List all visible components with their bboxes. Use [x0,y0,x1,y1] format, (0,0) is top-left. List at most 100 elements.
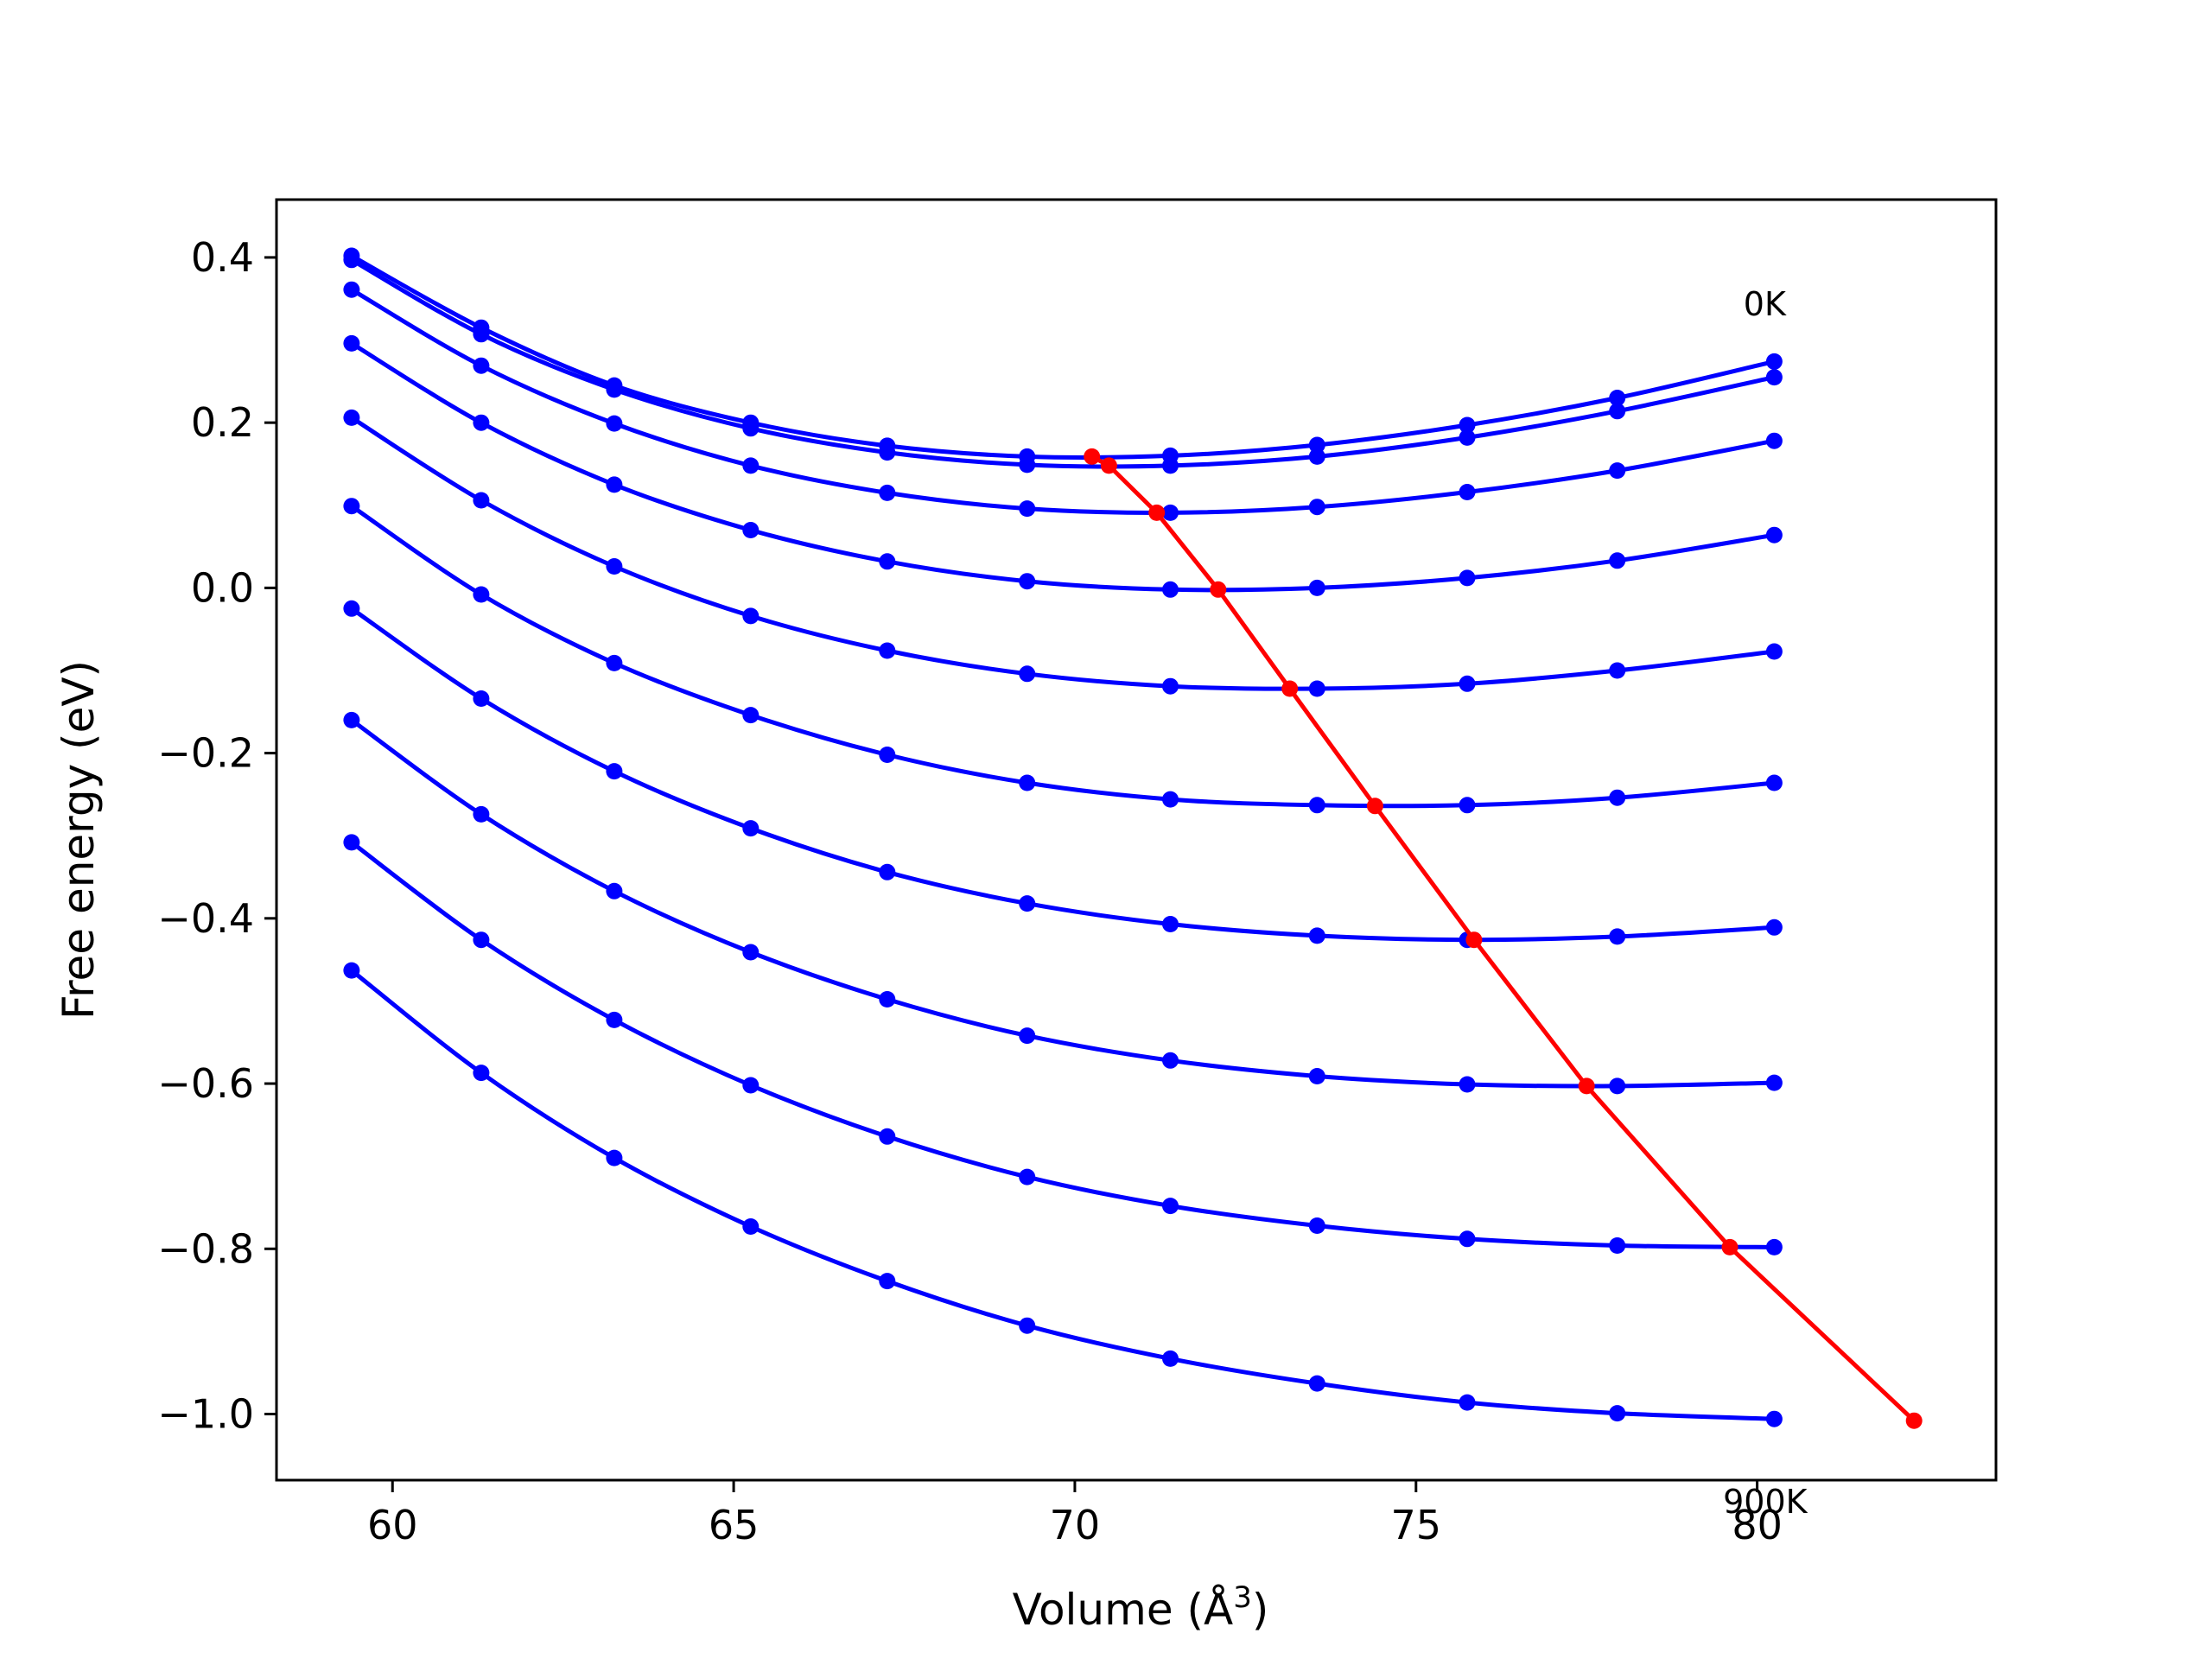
y-axis-ticks: 0.4 0.2 0.0 −0.2 −0.4 −0.6 −0.8 −1.0 [157,234,276,1438]
series-point-5-0 [343,498,360,515]
series-point-6-6 [1162,916,1179,932]
x-tick-label: 60 [367,1502,418,1548]
y-tick-label: −0.4 [157,895,254,942]
series-point-4-6 [1162,677,1179,695]
plot-area [343,247,1923,1429]
series-point-6-0 [343,600,360,617]
y-tick-label: −1.0 [157,1391,254,1438]
series-point-7-8 [1459,1076,1476,1093]
series-point-9-10 [1765,1410,1783,1427]
series-point-8-0 [343,834,360,851]
series-point-3-8 [1459,569,1476,587]
series-point-3-6 [1162,581,1179,598]
series-point-9-0 [343,962,360,979]
series-point-8-3 [742,1077,760,1094]
series-point-8-7 [1308,1217,1325,1234]
series-point-1-1 [473,326,490,343]
series-point-7-2 [606,882,623,899]
series-point-4-8 [1459,675,1476,692]
series-point-0-10 [1765,353,1783,370]
series-point-4-10 [1765,643,1783,660]
series-point-3-2 [606,476,623,493]
series-point-6-3 [742,820,760,837]
y-tick-label: −0.6 [157,1060,254,1107]
minima-point-5 [1366,798,1383,815]
x-tick-label: 75 [1390,1502,1441,1548]
series-point-2-3 [742,457,760,474]
series-point-7-1 [473,805,490,823]
series-point-7-7 [1308,1068,1325,1084]
series-point-9-1 [473,1065,490,1082]
series-point-1-3 [742,420,760,437]
series-point-9-7 [1308,1375,1325,1392]
series-point-1-5 [1019,456,1036,474]
series-point-4-2 [606,558,623,575]
series-point-8-6 [1162,1198,1179,1215]
series-point-7-9 [1609,1077,1626,1095]
series-point-4-1 [473,492,490,509]
series-point-4-7 [1308,680,1325,697]
x-axis-ticks: 60 65 70 75 80 [367,1480,1783,1548]
series-point-6-2 [606,763,623,780]
series-point-7-6 [1162,1052,1179,1069]
series-point-5-9 [1609,789,1626,806]
series-point-9-8 [1459,1394,1476,1411]
series-point-4-5 [1019,665,1036,683]
y-tick-label: −0.2 [157,730,254,777]
series-point-2-9 [1609,462,1626,480]
annotation-1: 900K [1723,1483,1808,1521]
series-point-2-10 [1765,432,1783,449]
series-point-8-2 [606,1011,623,1028]
series-point-5-6 [1162,791,1179,808]
series-point-7-0 [343,711,360,728]
series-point-7-10 [1765,1074,1783,1091]
x-axis-label: Volume (Å3) [1013,1580,1269,1635]
x-tick-label: 65 [709,1502,760,1548]
series-point-1-6 [1162,457,1179,474]
series-point-8-10 [1765,1238,1783,1255]
series-point-2-6 [1162,504,1179,521]
series-point-9-2 [606,1149,623,1166]
series-point-6-4 [879,863,896,880]
minima-point-9 [1905,1412,1923,1429]
series-point-8-9 [1609,1237,1626,1254]
annotations: 0K 900K [1723,285,1808,1521]
series-point-8-4 [879,1128,896,1145]
series-point-2-1 [473,357,490,374]
series-point-1-2 [606,381,623,398]
series-point-6-1 [473,690,490,707]
series-point-9-3 [742,1218,760,1235]
series-point-8-5 [1019,1168,1036,1185]
series-point-6-10 [1765,918,1783,936]
series-point-8-8 [1459,1230,1476,1248]
y-tick-label: 0.2 [191,399,254,446]
annotation-0: 0K [1744,285,1787,323]
series-point-1-8 [1459,429,1476,446]
series-point-5-4 [879,747,896,763]
series-point-4-9 [1609,662,1626,679]
y-tick-label: 0.0 [191,564,254,611]
series-point-7-4 [879,991,896,1007]
minima-point-3 [1210,581,1227,598]
series-point-1-0 [343,251,360,269]
series-point-0-9 [1609,390,1626,406]
y-tick-label: 0.4 [191,234,254,281]
series-point-0-7 [1308,436,1325,454]
series-point-5-2 [606,654,623,671]
series-point-1-10 [1765,369,1783,386]
series-point-5-5 [1019,774,1036,791]
series-point-4-4 [879,642,896,659]
y-axis-label: Free energy (eV) [54,660,104,1020]
series-point-2-2 [606,415,623,432]
series-point-3-5 [1019,573,1036,590]
series-point-3-3 [742,522,760,538]
series-point-3-4 [879,553,896,570]
series-point-4-0 [343,409,360,426]
series-point-1-4 [879,444,896,461]
series-point-3-7 [1308,579,1325,596]
minima-point-1 [1100,457,1117,474]
x-tick-label: 70 [1050,1502,1101,1548]
minima-point-2 [1148,504,1166,521]
